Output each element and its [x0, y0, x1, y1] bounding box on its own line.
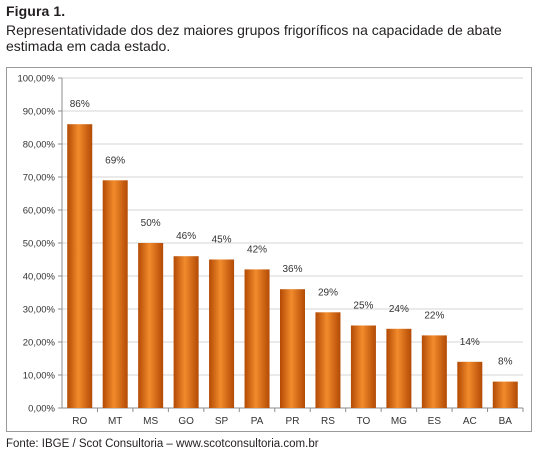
data-label: 42% [247, 244, 267, 255]
bar-to [350, 325, 376, 408]
data-label: 25% [353, 301, 373, 312]
bar-rs [315, 312, 341, 408]
x-tick-label: MG [391, 416, 407, 427]
figure-label: Figura 1. [6, 3, 66, 19]
y-tick-label: 70,00% [23, 173, 56, 184]
bar-sp [209, 259, 235, 408]
chart-container: 0,00% 10,00% 20,00% 30,00% 40,00% 50,00% 60,00… [6, 67, 532, 432]
data-label: 8% [498, 357, 513, 368]
data-label: 29% [318, 287, 338, 298]
y-tick-label: 90,00% [23, 107, 56, 118]
x-tick-label: SP [215, 416, 229, 427]
y-tick-label: 20,00% [23, 338, 56, 349]
y-tick-label: 10,00% [23, 371, 56, 382]
bar-pr [280, 289, 305, 408]
data-label: 45% [212, 235, 232, 246]
bar-go [173, 256, 199, 408]
x-tick-label: PR [286, 416, 300, 427]
x-tick-label: MS [143, 416, 158, 427]
bar-ba [492, 381, 518, 408]
data-label: 36% [282, 264, 302, 275]
y-tick-label: 30,00% [23, 305, 56, 316]
data-label: 24% [389, 304, 409, 315]
bar-ms [138, 243, 164, 408]
y-tick-label: 80,00% [23, 140, 56, 151]
y-tick-label: 100,00% [17, 74, 55, 85]
bar-mg [386, 328, 412, 408]
x-tick-label: PA [251, 416, 264, 427]
bar-ac [457, 361, 483, 408]
bar-chart: 0,00% 10,00% 20,00% 30,00% 40,00% 50,00% 60,00… [17, 74, 524, 427]
data-label: 14% [460, 337, 480, 348]
x-tick-label: RS [321, 416, 335, 427]
data-label: 86% [70, 99, 90, 110]
data-label: 69% [105, 155, 125, 166]
data-label: 50% [141, 218, 161, 229]
y-tick-label: 40,00% [23, 272, 56, 283]
bar-mt [102, 180, 128, 408]
y-tick-label: 60,00% [23, 206, 56, 217]
data-label: 46% [176, 231, 196, 242]
y-tick-label: 50,00% [23, 239, 56, 250]
source-note: Fonte: IBGE / Scot Consultoria – www.sco… [6, 438, 319, 450]
x-tick-label: AC [463, 416, 477, 427]
x-tick-label: MT [108, 416, 122, 427]
data-label: 22% [424, 310, 444, 321]
x-tick-label: GO [178, 416, 194, 427]
x-tick-label: TO [357, 416, 371, 427]
y-tick-label: 0,00% [28, 404, 55, 415]
figure-caption: Representatividade dos dez maiores grupo… [6, 22, 502, 54]
x-tick-label: RO [72, 416, 87, 427]
bar-ro [67, 124, 93, 408]
bar-pa [244, 269, 270, 408]
bar-es [421, 335, 447, 408]
x-tick-label: ES [428, 416, 442, 427]
x-tick-label: BA [499, 416, 513, 427]
